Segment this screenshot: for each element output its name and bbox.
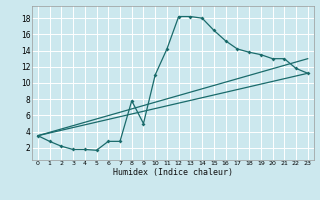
X-axis label: Humidex (Indice chaleur): Humidex (Indice chaleur) <box>113 168 233 177</box>
